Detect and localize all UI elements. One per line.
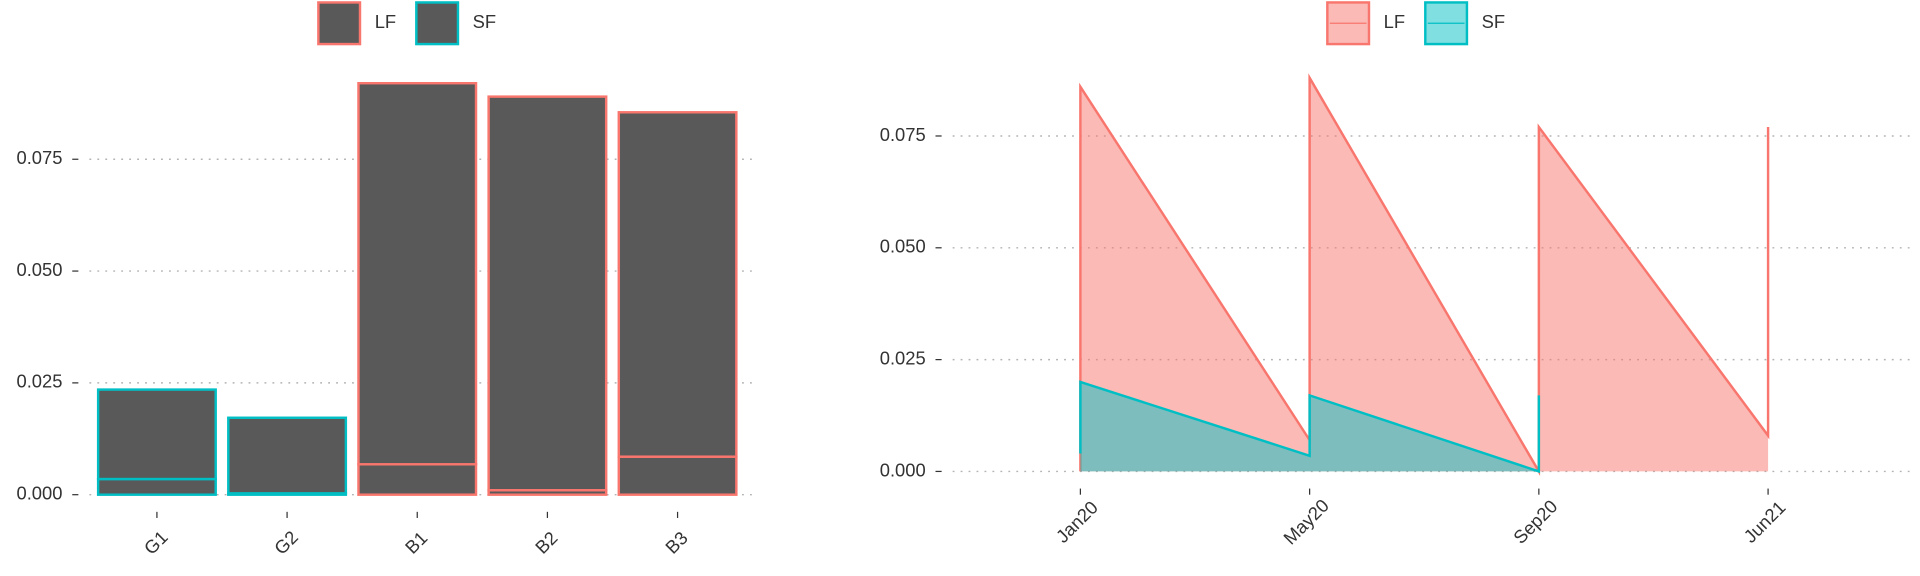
bar-segment <box>617 111 738 458</box>
area-line <box>1079 73 1770 476</box>
bar-segment <box>96 477 217 496</box>
x-tick-label: Jan20 <box>1052 497 1102 547</box>
x-tick-label: B1 <box>401 527 432 558</box>
x-tick-label: B3 <box>661 527 692 558</box>
legend-key <box>415 1 460 46</box>
bar-segment <box>487 95 608 492</box>
x-tick-label: G1 <box>140 526 172 558</box>
x-tick-label: B2 <box>531 527 562 558</box>
y-tick-label: 0.075 <box>880 124 926 145</box>
bar-segment <box>617 455 738 496</box>
x-tick-label: G2 <box>270 526 302 558</box>
bar-segment <box>227 416 348 495</box>
y-tick-label: 0.000 <box>16 483 62 504</box>
y-tick-label: 0.000 <box>880 459 926 480</box>
x-tick-label: May20 <box>1279 495 1333 549</box>
y-tick-label: 0.050 <box>16 259 62 280</box>
bar-segment <box>96 388 217 481</box>
legend-label: SF <box>1482 11 1505 32</box>
y-tick-label: 0.025 <box>16 371 62 392</box>
legend-label: LF <box>1384 11 1405 32</box>
legend-label: LF <box>375 11 396 32</box>
y-tick-label: 0.075 <box>16 147 62 168</box>
area-line <box>1079 380 1541 474</box>
x-tick-label: Sep20 <box>1509 495 1561 547</box>
legend-label: SF <box>473 11 496 32</box>
legend-key <box>317 1 362 46</box>
y-tick-label: 0.050 <box>880 236 926 257</box>
y-tick-label: 0.025 <box>880 347 926 368</box>
bar-segment <box>357 81 478 466</box>
bar-segment <box>357 463 478 496</box>
x-tick-label: Jun21 <box>1739 497 1789 547</box>
